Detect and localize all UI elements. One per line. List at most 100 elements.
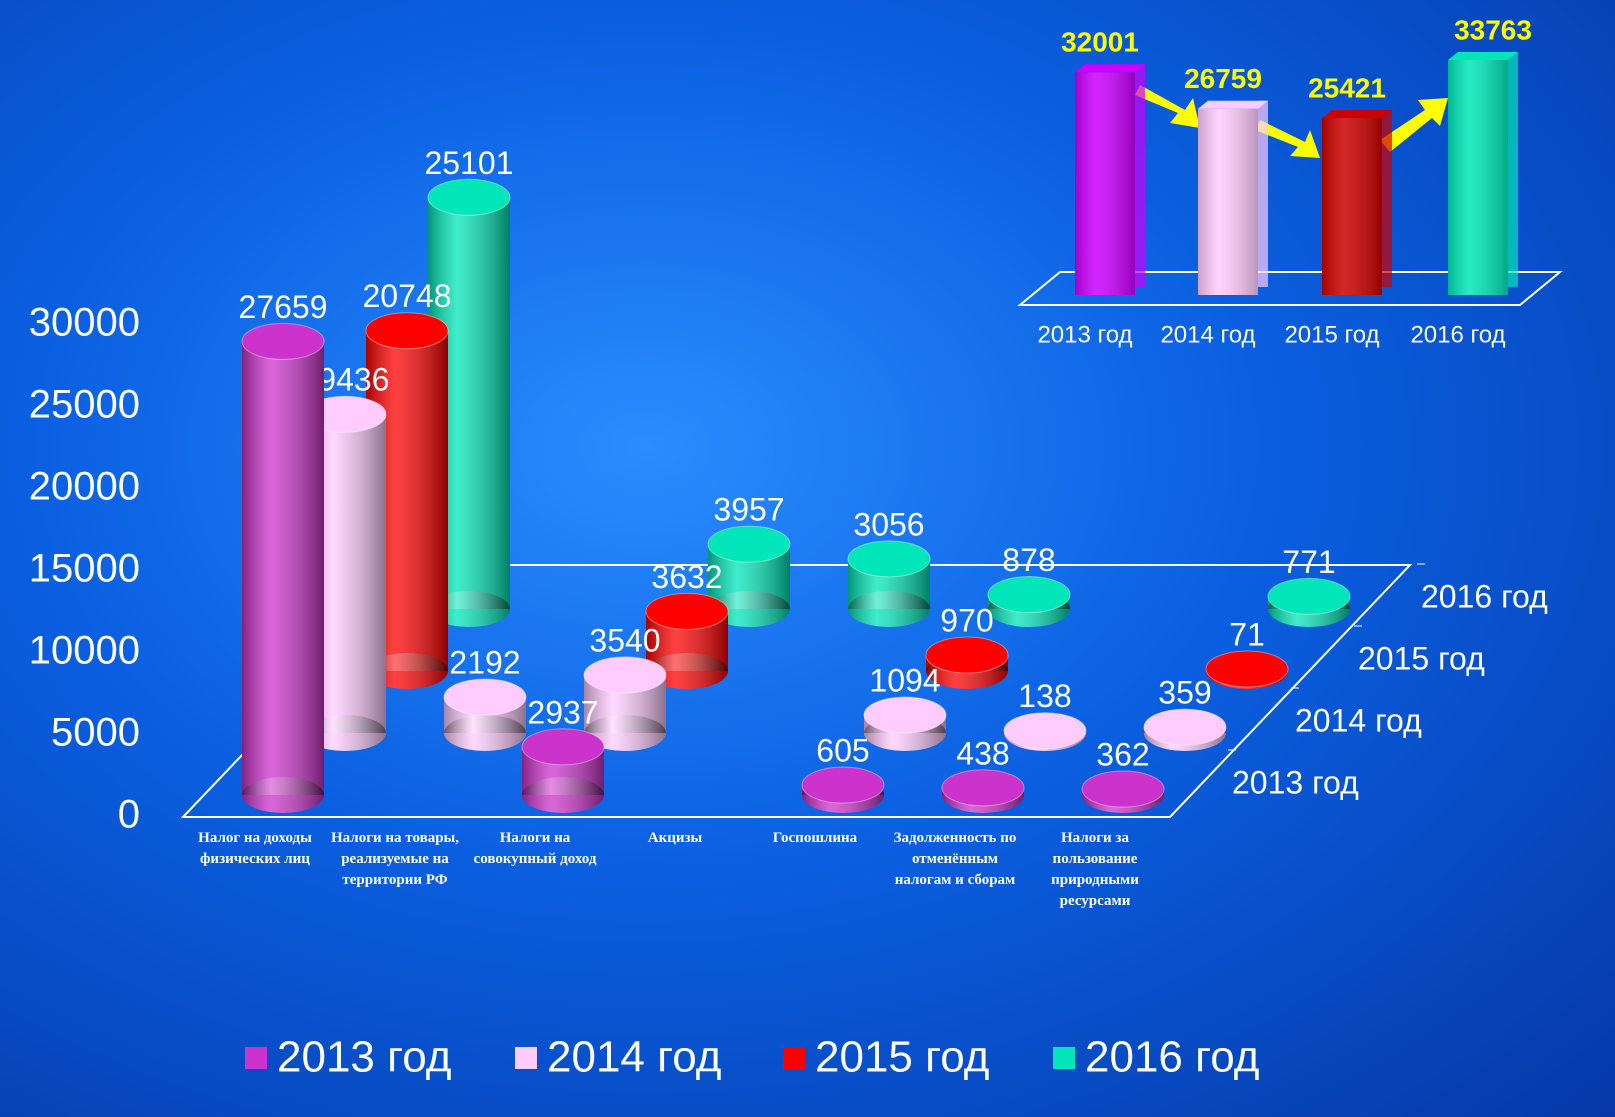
x-tick-label: Налоги на совокупный доход xyxy=(473,830,597,867)
data-label: 33763 xyxy=(1454,14,1532,45)
cylinder-top xyxy=(987,576,1071,614)
data-label: 878 xyxy=(1002,542,1055,578)
x-tick-label: Налог на доходы физических лиц xyxy=(198,830,312,867)
data-label: 438 xyxy=(956,735,1009,771)
depth-label: 2016 год xyxy=(1421,578,1548,614)
cylinder-bottom-shade xyxy=(428,590,510,628)
x-tick-label: Налоги на товары, реализуемые на террито… xyxy=(330,830,459,888)
cylinder-top xyxy=(1205,650,1289,688)
data-label: 26759 xyxy=(1184,63,1262,94)
cylinder-top xyxy=(863,696,947,734)
cylinder-bottom-shade xyxy=(646,652,728,690)
cylinder-group xyxy=(863,696,947,752)
legend-swatch xyxy=(1053,1047,1075,1069)
cylinder-top xyxy=(241,322,325,360)
cylinder-top xyxy=(443,678,527,716)
cylinder-shade xyxy=(242,341,324,795)
data-label: 20748 xyxy=(363,278,452,314)
bar-shade xyxy=(1448,60,1508,295)
x-tick-label: 2015 год xyxy=(1284,321,1379,348)
x-tick-label: 2013 год xyxy=(1037,321,1132,348)
y-tick-label: 5000 xyxy=(51,711,140,755)
cylinder-bottom-shade xyxy=(848,590,930,628)
cylinder-top xyxy=(1081,770,1165,808)
bar-top xyxy=(1322,110,1392,119)
data-label: 970 xyxy=(940,603,993,639)
bar-shade xyxy=(1075,72,1135,296)
bar-shade xyxy=(1322,118,1382,295)
depth-label: 2014 год xyxy=(1295,702,1422,738)
cylinder-top xyxy=(925,636,1009,674)
legend-swatch xyxy=(245,1047,267,1069)
cylinder-group xyxy=(987,576,1071,628)
cylinder-top xyxy=(1143,708,1227,746)
data-label: 2192 xyxy=(449,645,520,681)
cylinder-bottom-shade xyxy=(242,776,324,814)
data-label: 3056 xyxy=(853,506,924,542)
cylinder-top xyxy=(801,766,885,804)
cylinder-group xyxy=(1081,770,1165,814)
data-label: 3632 xyxy=(651,559,722,595)
x-tick-label: Задолженность по отменённым налогам и сб… xyxy=(893,830,1017,888)
legend-label: 2013 год xyxy=(277,1033,451,1082)
bar-side xyxy=(1382,110,1392,287)
cylinder-group xyxy=(925,636,1009,690)
cylinder-group xyxy=(521,728,605,814)
legend-label: 2016 год xyxy=(1085,1033,1259,1082)
x-tick-label: Госпошлина xyxy=(772,830,858,846)
cylinder-group xyxy=(1205,650,1289,690)
cylinder-bottom-shade xyxy=(522,776,604,814)
depth-label: 2013 год xyxy=(1232,764,1359,800)
cylinder-bottom-shade xyxy=(584,714,666,752)
legend-swatch xyxy=(783,1047,805,1069)
cylinder-top xyxy=(365,312,449,350)
x-tick-label: 2014 год xyxy=(1160,321,1255,348)
data-label: 25421 xyxy=(1308,72,1386,103)
cylinder-group xyxy=(241,322,325,814)
cylinder-bottom-shade xyxy=(366,652,448,690)
depth-label: 2015 год xyxy=(1358,640,1485,676)
y-tick-label: 0 xyxy=(118,793,140,837)
legend-label: 2014 год xyxy=(547,1033,721,1082)
cylinder-top xyxy=(583,656,667,694)
data-label: 27659 xyxy=(239,289,328,325)
data-label: 32001 xyxy=(1061,27,1139,58)
cylinder-group xyxy=(1003,712,1087,752)
bar-top xyxy=(1448,52,1518,60)
cylinder-top xyxy=(1003,712,1087,750)
data-label: 25101 xyxy=(425,145,514,181)
y-tick-label: 20000 xyxy=(29,465,140,509)
data-label: 138 xyxy=(1018,678,1071,714)
bar-top xyxy=(1198,100,1268,109)
cylinder-group xyxy=(1143,708,1227,752)
data-label: 605 xyxy=(816,733,869,769)
bar-side xyxy=(1508,52,1518,287)
data-label: 362 xyxy=(1096,737,1149,773)
cylinder-group xyxy=(443,678,527,752)
data-label: 771 xyxy=(1282,544,1335,580)
x-tick-label: Акцизы xyxy=(647,830,703,846)
cylinder-bottom-shade xyxy=(708,590,790,628)
cylinder-group xyxy=(847,540,931,628)
arrows xyxy=(1135,85,1448,158)
cylinder-top xyxy=(847,540,931,578)
cylinder-top xyxy=(645,592,729,630)
y-tick-label: 10000 xyxy=(29,629,140,673)
data-label: 71 xyxy=(1229,616,1265,652)
x-tick-label: Налоги за пользование природными ресурса… xyxy=(1051,830,1139,909)
bar-side xyxy=(1258,100,1268,287)
cylinder-bottom-shade xyxy=(444,714,526,752)
legend-label: 2015 год xyxy=(815,1033,989,1082)
cylinder-group xyxy=(801,766,885,814)
cylinder-top xyxy=(521,728,605,766)
cylinder-bottom-shade xyxy=(304,714,386,752)
data-label: 3957 xyxy=(713,492,784,528)
cylinder-group xyxy=(1267,577,1351,628)
cylinder-top xyxy=(707,525,791,563)
data-label: 1094 xyxy=(869,663,940,699)
cylinder-group xyxy=(941,769,1025,814)
bar-side xyxy=(1135,64,1145,288)
cylinder-group xyxy=(583,656,667,752)
